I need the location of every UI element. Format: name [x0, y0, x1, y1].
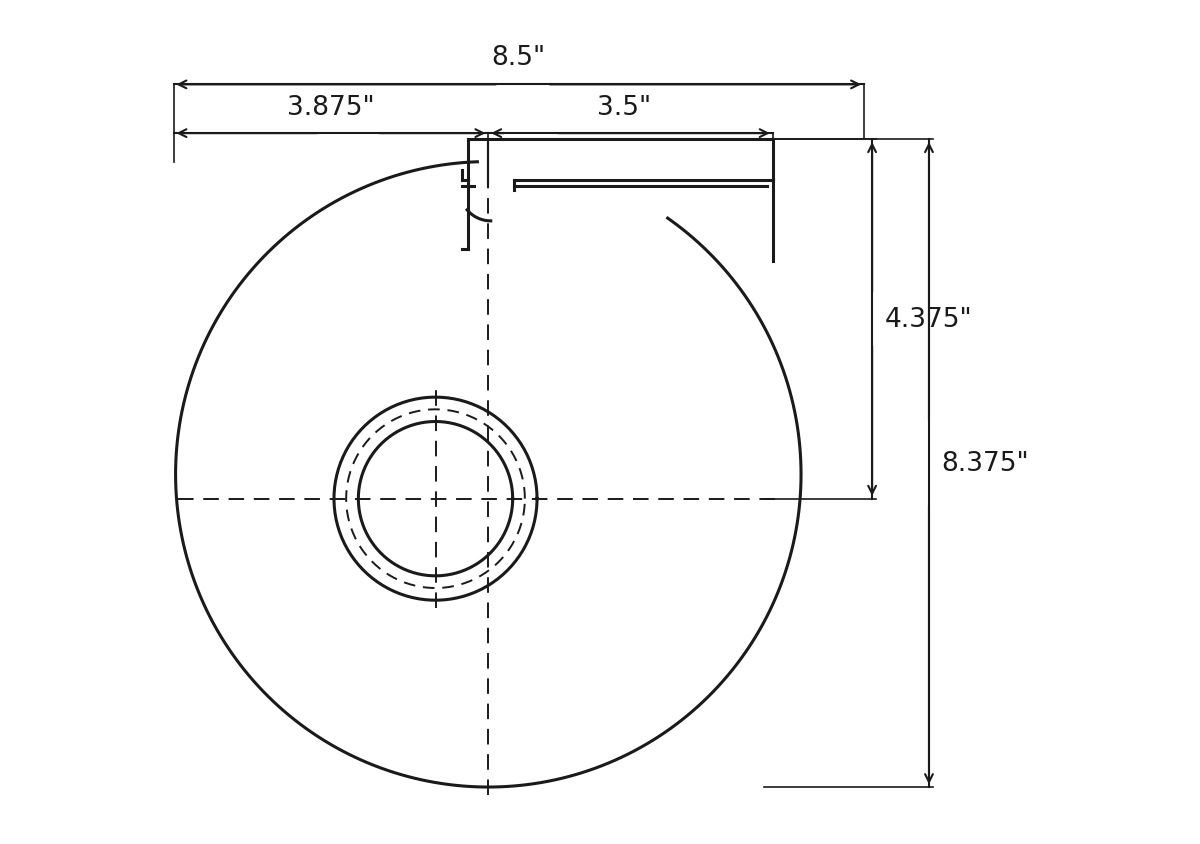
Text: 3.875": 3.875" [287, 95, 374, 121]
Text: 8.375": 8.375" [941, 451, 1028, 477]
Text: 4.375": 4.375" [884, 306, 972, 333]
Text: 8.5": 8.5" [492, 45, 546, 71]
Text: 3.5": 3.5" [598, 95, 652, 121]
